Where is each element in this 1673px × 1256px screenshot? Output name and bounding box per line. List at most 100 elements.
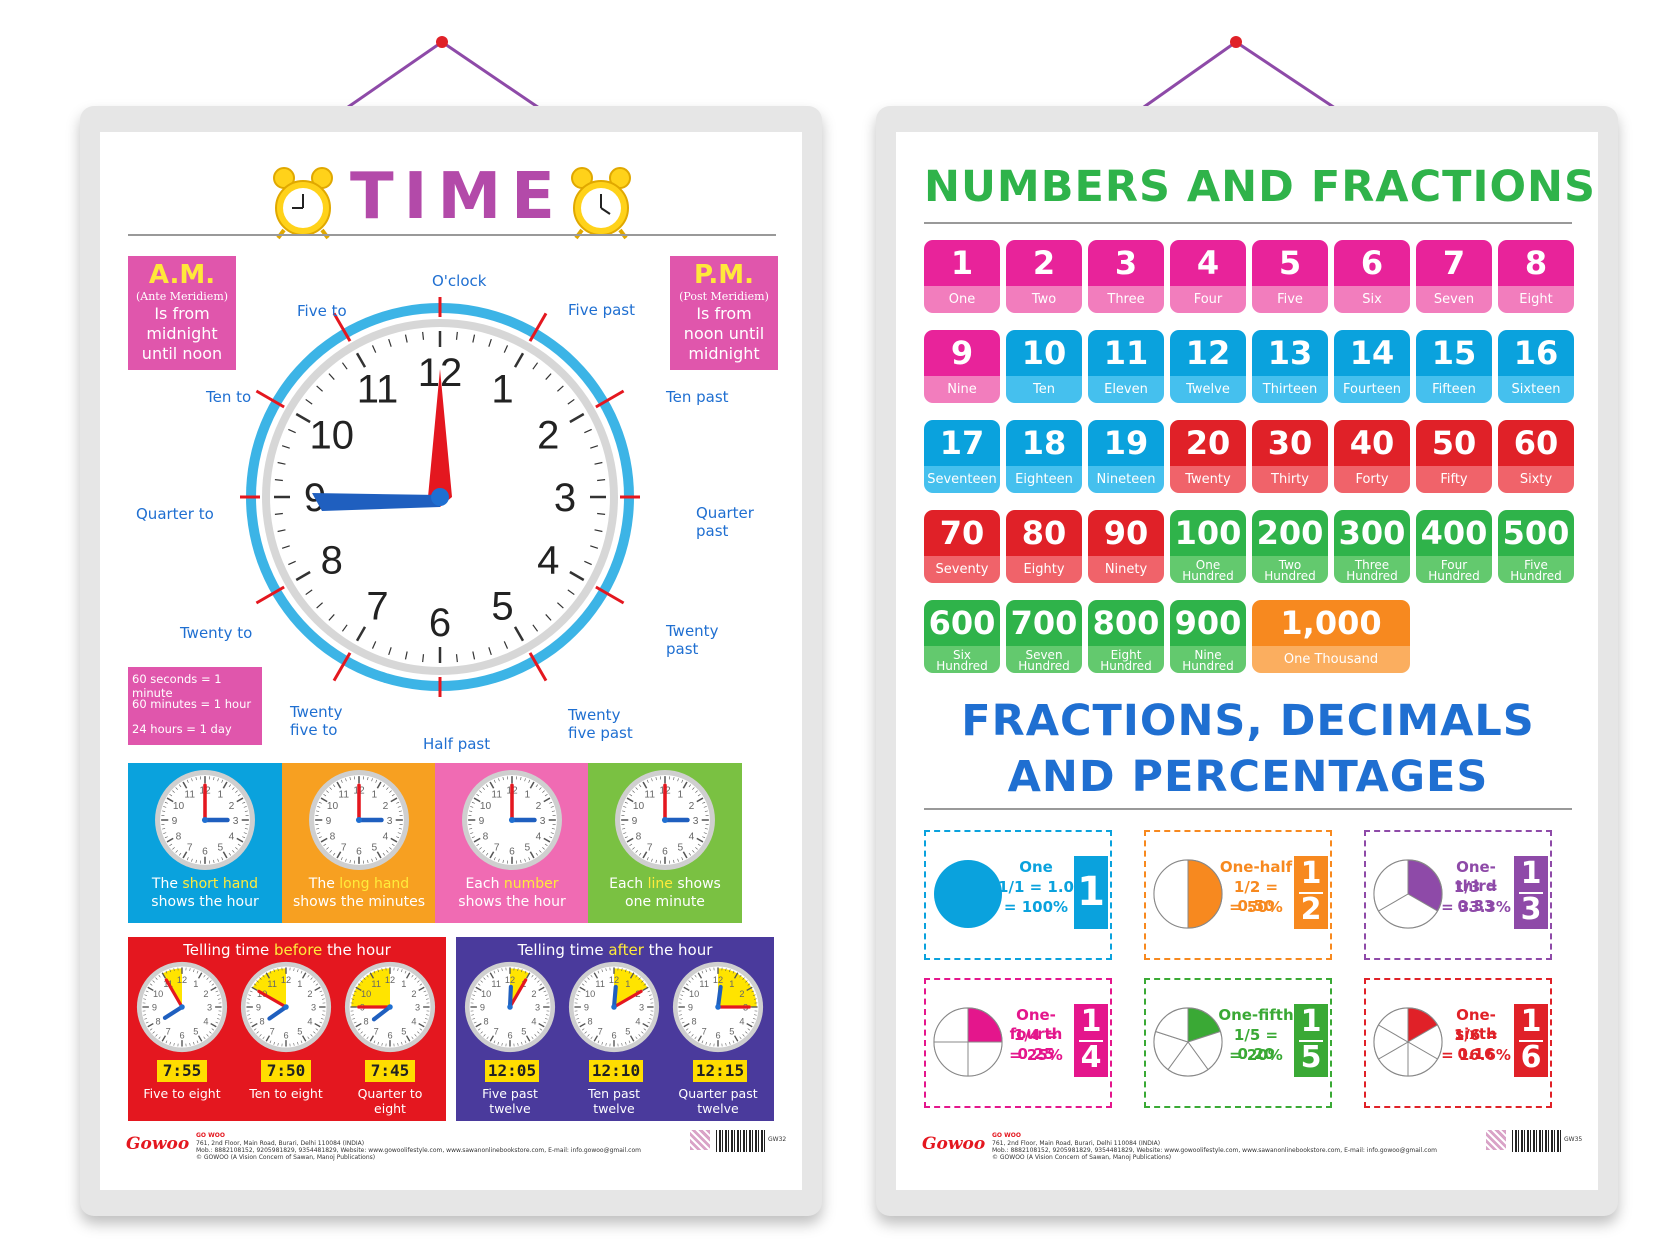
number-tile-top <box>1498 240 1574 286</box>
number-value: 40 <box>1349 424 1395 462</box>
number-tile-top <box>1334 240 1410 286</box>
svg-text:10: 10 <box>585 989 595 999</box>
fraction-percent: = 20% <box>1229 1046 1283 1064</box>
svg-text:8: 8 <box>588 1016 593 1026</box>
publisher: GO WOO <box>196 1132 225 1139</box>
pm-box: P.M. (Post Meridiem) Is from noon until … <box>670 256 778 370</box>
svg-text:6: 6 <box>179 1030 184 1040</box>
fraction-box: One 1/1 = 1.0 = 100% 1 <box>924 830 1112 960</box>
number-tile-bottom <box>1416 286 1492 313</box>
number-word: Eleven <box>1104 382 1148 397</box>
svg-text:3: 3 <box>639 1003 644 1013</box>
fraction-denominator: 4 <box>1080 1040 1102 1075</box>
caption-line-2: one minute <box>625 894 705 910</box>
fraction-box: One-third 1/3 = 0.33 = 33.3% 1 3 <box>1364 830 1552 960</box>
number-tile-top <box>1170 420 1246 466</box>
number-tile-bottom <box>1252 376 1328 403</box>
after-panel-title: Telling time after the hour <box>456 941 774 959</box>
fraction-bar <box>1079 1040 1103 1042</box>
svg-text:2: 2 <box>411 989 416 999</box>
fraction-pie <box>1373 859 1443 929</box>
svg-text:8: 8 <box>484 1016 489 1026</box>
number-tile-bottom <box>1170 646 1246 673</box>
fraction-percent: = 33.3% <box>1441 898 1511 916</box>
number-tile-top <box>1498 330 1574 376</box>
number-word: Ten <box>1033 382 1055 397</box>
svg-text:1: 1 <box>371 790 377 801</box>
number-value: 18 <box>1021 424 1067 462</box>
svg-text:5: 5 <box>193 1027 198 1037</box>
time-badge: 7:45 <box>365 1060 415 1082</box>
number-tile: 9 Nine <box>924 330 1000 403</box>
svg-text:3: 3 <box>207 1003 212 1013</box>
svg-text:2: 2 <box>229 801 235 812</box>
pm-full: (Post Meridiem) <box>679 290 769 303</box>
number-tile-top <box>1252 420 1328 466</box>
number-value: 14 <box>1349 334 1395 372</box>
number-tile: 100 One Hundred <box>1170 510 1246 583</box>
number-value: 80 <box>1021 514 1067 552</box>
svg-text:3: 3 <box>693 816 699 827</box>
number-word: Two <box>1278 558 1302 572</box>
number-value: 100 <box>1174 514 1242 552</box>
svg-text:4: 4 <box>307 1016 312 1026</box>
svg-text:1: 1 <box>677 790 683 801</box>
fraction-numerator: 1 <box>1520 856 1542 891</box>
number-tile: 30 Thirty <box>1252 420 1328 493</box>
svg-text:9: 9 <box>479 816 485 827</box>
clock-number: 7 <box>366 584 388 628</box>
number-tile: 10 Ten <box>1006 330 1082 403</box>
number-word-2: Hundred <box>1182 569 1234 583</box>
number-value: 3 <box>1114 244 1138 282</box>
number-tile-top <box>1088 510 1164 556</box>
number-value: 900 <box>1174 604 1242 642</box>
numbers-poster: NUMBERS AND FRACTIONS FRACTIONS, DECIMAL… <box>896 132 1598 1190</box>
am-desc-3: until noon <box>141 344 223 363</box>
time-poster: TIME A.M. (Ante Meridiem) Is from midnig… <box>100 132 802 1190</box>
fraction-equation: 1/2 = 0.50 <box>1233 878 1279 915</box>
number-tile: 700 Seven Hundred <box>1006 600 1082 673</box>
clock-number: 4 <box>537 539 559 583</box>
svg-text:7: 7 <box>647 843 653 854</box>
number-tile: 6 Six <box>1334 240 1410 313</box>
info-card-caption: Each line shows one minute <box>588 875 742 911</box>
pm-desc-1: Is from <box>696 304 752 323</box>
number-tile-bottom <box>1170 556 1246 583</box>
caption-highlight: number <box>503 876 559 892</box>
number-value: 90 <box>1103 514 1149 552</box>
svg-text:10: 10 <box>480 801 492 812</box>
clock-number: 5 <box>491 584 513 628</box>
svg-text:1: 1 <box>297 979 302 989</box>
after-title-post: the hour <box>643 941 713 959</box>
am-full: (Ante Meridiem) <box>135 290 229 303</box>
number-tile-bottom <box>1252 466 1328 493</box>
number-value: 30 <box>1267 424 1313 462</box>
thousand-word: One Thousand <box>1283 652 1379 667</box>
fraction-name: One-fifth <box>1218 1006 1294 1024</box>
number-word: Twelve <box>1186 382 1230 397</box>
svg-text:1: 1 <box>193 979 198 989</box>
number-word: Eighty <box>1023 562 1065 577</box>
label-ten-to: Ten to <box>206 388 252 406</box>
number-word-2: Hundred <box>1264 569 1316 583</box>
fraction-name: One <box>1019 858 1053 876</box>
caption-line-2: shows the minutes <box>292 894 426 910</box>
caption-line-2: shows the hour <box>151 894 259 910</box>
number-tile-top <box>1252 330 1328 376</box>
product-code: GW32 <box>768 1136 787 1143</box>
address: 761, 2nd Floor, Main Road, Burari, Delhi… <box>196 1140 365 1147</box>
number-word: Fifteen <box>1432 382 1476 397</box>
number-value: 5 <box>1278 244 1302 282</box>
number-value: 11 <box>1103 334 1149 372</box>
number-tile-bottom <box>1498 286 1574 313</box>
fraction-denominator: 3 <box>1520 892 1542 927</box>
number-tile-bottom <box>1088 286 1164 313</box>
svg-text:12: 12 <box>713 975 723 985</box>
small-clock: 123456789101112 <box>309 770 409 870</box>
number-tile-top <box>924 600 1000 646</box>
fraction-denominator: 5 <box>1300 1040 1322 1075</box>
number-value: 7 <box>1442 244 1466 282</box>
number-word-2: Hundred <box>1510 569 1562 583</box>
